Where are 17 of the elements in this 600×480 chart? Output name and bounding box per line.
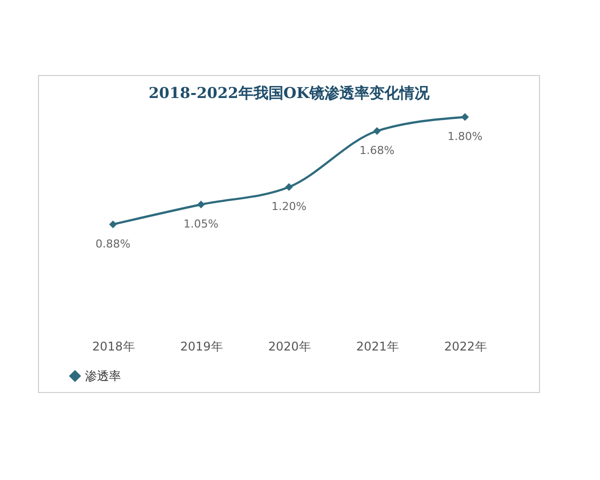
point <box>461 113 469 121</box>
data-label: 1.80% <box>448 130 482 143</box>
legend-label: 渗透率 <box>85 369 121 383</box>
x-tick-label: 2018年 <box>92 340 135 354</box>
x-tick-label: 2019年 <box>180 340 223 354</box>
x-tick-label: 2020年 <box>268 340 311 354</box>
point <box>197 200 205 208</box>
x-tick-label: 2022年 <box>444 340 487 354</box>
chart-title: 2018-2022年我国OK镜渗透率变化情况 <box>148 84 430 102</box>
point <box>285 183 293 191</box>
point <box>373 127 381 135</box>
data-label: 1.68% <box>360 144 394 157</box>
data-label: 1.20% <box>272 200 306 213</box>
data-label: 1.05% <box>184 218 218 230</box>
x-tick-label: 2021年 <box>356 340 399 354</box>
data-label: 0.88% <box>96 237 130 250</box>
point <box>109 220 117 228</box>
